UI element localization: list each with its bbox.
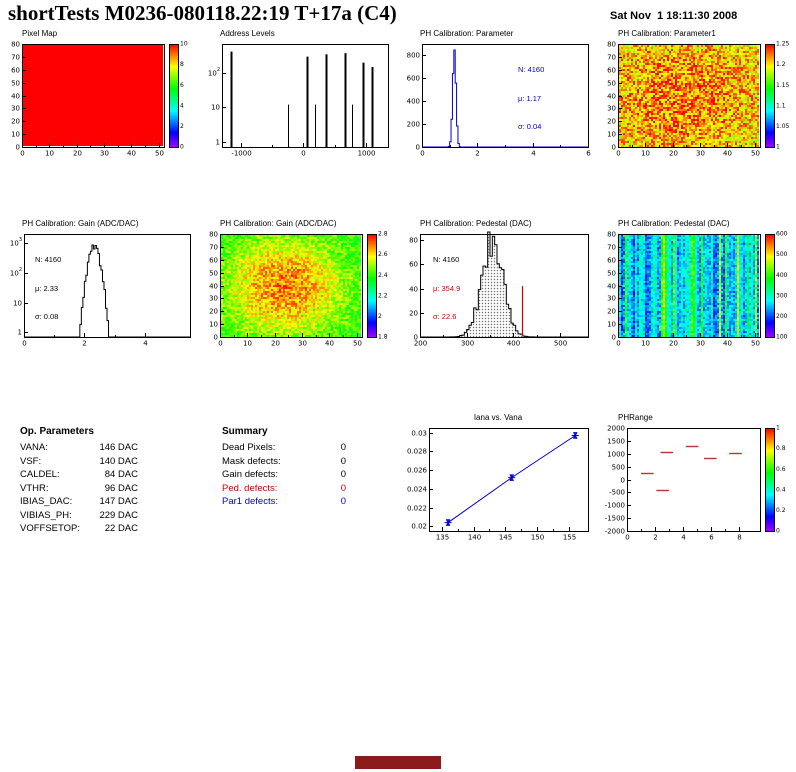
summary-row-mask-defects: Mask defects: 0 bbox=[222, 455, 346, 469]
summary-title: Summary bbox=[222, 426, 268, 437]
parameter1-map-plot bbox=[598, 40, 794, 160]
stat-mean: μ: 354.9 bbox=[433, 283, 461, 293]
stat-mean: μ: 1.17 bbox=[518, 93, 542, 103]
summary-value: 0 bbox=[340, 469, 346, 480]
param-value: 229 DAC bbox=[99, 509, 138, 521]
param-label: VANA: bbox=[20, 442, 48, 453]
summary-value: 0 bbox=[340, 442, 346, 453]
stats-box: N: 4160 μ: 2.33 σ: 0.08 bbox=[35, 236, 61, 341]
stat-sigma: σ: 22.6 bbox=[433, 312, 457, 321]
summary-label: Par1 defects: bbox=[222, 496, 278, 507]
param-label: VOFFSETOP: bbox=[20, 523, 81, 534]
param-value: 146 DAC bbox=[99, 442, 138, 453]
summary-label: Dead Pixels: bbox=[222, 442, 276, 453]
panel-pedestal-map: PH Calibration: Pedestal (DAC) bbox=[598, 218, 794, 350]
plot-title: PH Calibration: Pedestal (DAC) bbox=[618, 219, 730, 228]
summary-row-gain-defects: Gain defects: 0 bbox=[222, 468, 346, 482]
param-row-vana: VANA: 146 DAC bbox=[20, 441, 138, 455]
summary-value: 0 bbox=[340, 496, 346, 507]
stat-entries: N: 4160 bbox=[518, 65, 545, 74]
iana-vs-vana-plot bbox=[400, 424, 596, 544]
summary-label: Ped. defects: bbox=[222, 482, 278, 494]
gain-map-plot bbox=[200, 230, 396, 350]
summary-value: 0 bbox=[340, 455, 346, 467]
panel-ph-range: PHRange bbox=[598, 412, 794, 544]
summary-row-par1-defects: Par1 defects: 0 bbox=[222, 495, 346, 509]
ph-range-plot bbox=[598, 424, 794, 544]
plot-title: Iana vs. Vana bbox=[473, 413, 523, 422]
panel-address-levels: Address Levels bbox=[200, 28, 396, 160]
stat-mean: μ: 2.33 bbox=[35, 283, 59, 293]
param-row-vthr: VTHR: 96 DAC bbox=[20, 482, 138, 496]
pedestal-hist-plot bbox=[400, 230, 596, 350]
param-value: 22 DAC bbox=[104, 523, 138, 534]
panel-ph-parameter: PH Calibration: Parameter N: 4160 μ: 1.1… bbox=[400, 28, 596, 160]
gain-hist-plot bbox=[2, 230, 198, 350]
plot-title: Pixel Map bbox=[22, 29, 58, 38]
param-row-ibias-dac: IBIAS_DAC: 147 DAC bbox=[20, 495, 138, 509]
ph-parameter-plot bbox=[400, 40, 596, 160]
param-label: IBIAS_DAC: bbox=[20, 496, 73, 507]
summary-row-ped-defects: Ped. defects: 0 bbox=[222, 482, 346, 496]
address-levels-plot bbox=[200, 40, 396, 160]
op-parameters-block: Op. Parameters VANA: 146 DAC VSF: 140 DAC … bbox=[20, 426, 138, 536]
param-row-vibias-ph: VIBIAS_PH: 229 DAC bbox=[20, 509, 138, 523]
summary-row-dead-pixels: Dead Pixels: 0 bbox=[222, 441, 346, 455]
param-label: VTHR: bbox=[20, 482, 49, 494]
plot-title: PH Calibration: Parameter1 bbox=[618, 29, 716, 38]
panel-pixel-map: Pixel Map bbox=[2, 28, 198, 160]
param-label: VSF: bbox=[20, 455, 42, 467]
panel-iana-vs-vana: Iana vs. Vana bbox=[400, 412, 596, 544]
param-value: 147 DAC bbox=[99, 496, 138, 507]
stat-entries: N: 4160 bbox=[35, 255, 62, 264]
stat-entries: N: 4160 bbox=[433, 255, 460, 264]
plot-title: PH Calibration: Pedestal (DAC) bbox=[420, 219, 532, 228]
param-row-vsf: VSF: 140 DAC bbox=[20, 455, 138, 469]
plot-title: PH Calibration: Gain (ADC/DAC) bbox=[220, 219, 337, 228]
param-label: CALDEL: bbox=[20, 469, 60, 480]
op-parameters-title: Op. Parameters bbox=[20, 426, 94, 437]
panel-gain-hist: PH Calibration: Gain (ADC/DAC) N: 4160 μ… bbox=[2, 218, 198, 350]
param-value: 84 DAC bbox=[104, 469, 138, 480]
plot-title: PH Calibration: Parameter bbox=[420, 29, 514, 38]
panel-pedestal-hist: PH Calibration: Pedestal (DAC) N: 4160 μ… bbox=[400, 218, 596, 350]
plot-title: Address Levels bbox=[220, 29, 275, 38]
param-value: 96 DAC bbox=[104, 482, 138, 494]
pedestal-map-plot bbox=[598, 230, 794, 350]
pixel-map-plot bbox=[2, 40, 198, 160]
summary-block: Summary Dead Pixels: 0 Mask defects: 0 Gai… bbox=[222, 426, 346, 509]
stat-sigma: σ: 0.08 bbox=[35, 312, 59, 321]
plot-title: PHRange bbox=[618, 413, 653, 422]
plot-title: PH Calibration: Gain (ADC/DAC) bbox=[22, 219, 139, 228]
summary-label: Gain defects: bbox=[222, 469, 278, 480]
param-row-caldel: CALDEL: 84 DAC bbox=[20, 468, 138, 482]
stat-sigma: σ: 0.04 bbox=[518, 122, 542, 131]
stats-box: N: 4160 μ: 1.17 σ: 0.04 bbox=[518, 46, 544, 151]
panel-parameter1-map: PH Calibration: Parameter1 bbox=[598, 28, 794, 160]
summary-value: 0 bbox=[340, 482, 346, 494]
stats-box: N: 4160 μ: 354.9 σ: 22.6 bbox=[433, 236, 460, 341]
param-label: VIBIAS_PH: bbox=[20, 509, 72, 521]
page-title: shortTests M0236-080118.22:19 T+17a (C4) bbox=[8, 1, 397, 25]
panel-gain-map: PH Calibration: Gain (ADC/DAC) bbox=[200, 218, 396, 350]
param-value: 140 DAC bbox=[99, 455, 138, 467]
summary-label: Mask defects: bbox=[222, 455, 281, 467]
footer-bar bbox=[355, 756, 441, 769]
param-row-voffsetop: VOFFSETOP: 22 DAC bbox=[20, 522, 138, 536]
timestamp: Sat Nov 1 18:11:30 2008 bbox=[610, 10, 738, 22]
